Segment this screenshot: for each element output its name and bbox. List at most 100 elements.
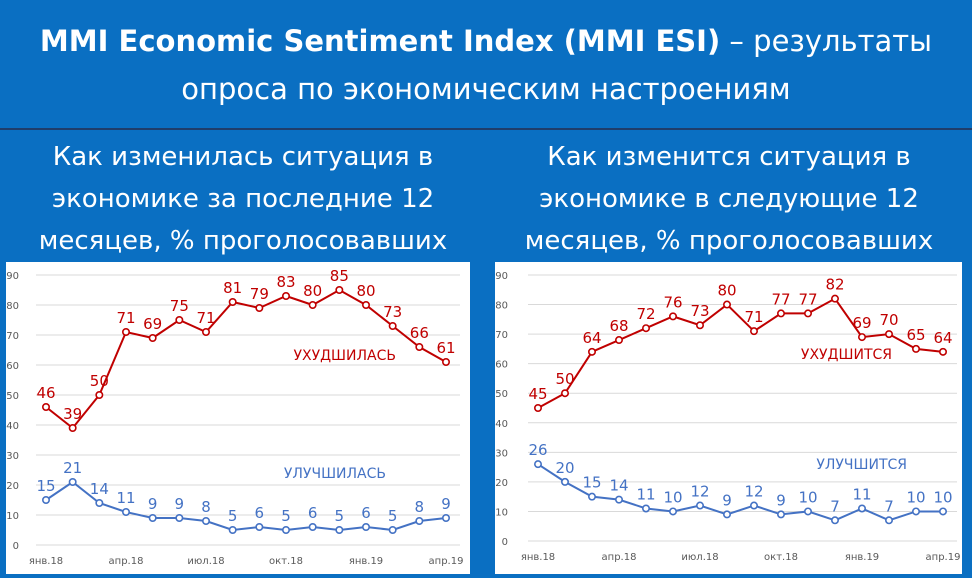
data-label: 10 bbox=[933, 488, 952, 506]
data-label: 7 bbox=[884, 497, 894, 515]
data-point bbox=[750, 327, 759, 336]
data-label: 72 bbox=[636, 305, 655, 323]
y-tick-label: 40 bbox=[6, 421, 19, 432]
data-point bbox=[533, 404, 542, 413]
data-point bbox=[228, 525, 237, 534]
data-label: 6 bbox=[308, 504, 318, 522]
data-label: 69 bbox=[852, 314, 871, 332]
data-point bbox=[415, 343, 424, 352]
data-label: 71 bbox=[196, 309, 215, 327]
y-tick-label: 80 bbox=[6, 301, 19, 312]
data-label: 77 bbox=[798, 290, 817, 308]
data-label: 11 bbox=[116, 489, 135, 507]
data-label: 14 bbox=[90, 480, 109, 498]
data-point bbox=[388, 525, 397, 534]
y-tick-label: 90 bbox=[6, 271, 19, 282]
data-point bbox=[68, 424, 77, 433]
series-name-label: УЛУЧШИТСЯ bbox=[816, 457, 907, 473]
y-tick-label: 0 bbox=[502, 537, 508, 548]
data-label: 10 bbox=[663, 488, 682, 506]
data-label: 9 bbox=[441, 495, 451, 513]
data-point bbox=[122, 328, 131, 337]
left-chart-panel: 0 10 20 30 40 50 60 70 80 90 янв.18 апр.18 июл.18 окт… bbox=[6, 262, 470, 574]
data-label: 64 bbox=[582, 329, 601, 347]
data-point bbox=[830, 294, 839, 303]
data-label: 6 bbox=[255, 504, 265, 522]
data-point bbox=[642, 504, 651, 513]
data-point bbox=[588, 347, 597, 356]
data-point bbox=[281, 525, 290, 534]
data-point bbox=[175, 315, 184, 324]
y-tick-label: 50 bbox=[495, 389, 508, 400]
y-tick-label: 30 bbox=[6, 451, 19, 462]
x-tick-label: янв.18 bbox=[521, 552, 555, 563]
data-label: 46 bbox=[36, 384, 55, 402]
data-label: 69 bbox=[143, 315, 162, 333]
left-subtitle: Как изменилась ситуация в экономике за п… bbox=[0, 136, 486, 262]
x-tick-label: окт.18 bbox=[269, 556, 303, 567]
data-label: 15 bbox=[36, 477, 55, 495]
data-label: 73 bbox=[383, 303, 402, 321]
y-tick-label: 20 bbox=[495, 478, 508, 489]
left-subtitle-line: экономике за последние 12 bbox=[51, 184, 435, 214]
data-point bbox=[308, 300, 317, 309]
x-tick-label: июл.18 bbox=[187, 556, 224, 567]
data-label: 68 bbox=[609, 317, 628, 335]
data-point bbox=[122, 508, 131, 517]
y-tick-label: 80 bbox=[495, 301, 508, 312]
data-point bbox=[776, 309, 785, 318]
data-label: 61 bbox=[436, 339, 455, 357]
data-point bbox=[361, 300, 370, 309]
data-label: 8 bbox=[201, 498, 211, 516]
data-point bbox=[95, 499, 104, 508]
series-line bbox=[537, 297, 944, 409]
y-tick-label: 40 bbox=[495, 419, 508, 430]
data-point bbox=[642, 324, 651, 333]
data-point bbox=[669, 507, 678, 516]
data-point bbox=[561, 389, 570, 398]
data-label: 76 bbox=[663, 293, 682, 311]
data-point bbox=[803, 309, 812, 318]
data-point bbox=[388, 321, 397, 330]
data-label: 65 bbox=[906, 326, 925, 344]
data-label: 82 bbox=[825, 276, 844, 294]
y-tick-label: 20 bbox=[6, 481, 19, 492]
data-label: 71 bbox=[744, 308, 763, 326]
data-point bbox=[938, 507, 947, 516]
y-tick-label: 30 bbox=[495, 448, 508, 459]
data-label: 73 bbox=[690, 302, 709, 320]
data-point bbox=[415, 517, 424, 526]
data-label: 11 bbox=[852, 485, 871, 503]
data-point bbox=[441, 358, 450, 367]
data-point bbox=[335, 525, 344, 534]
x-tick-label: янв.19 bbox=[349, 556, 383, 567]
left-subtitle-line: Как изменилась ситуация в bbox=[52, 142, 434, 172]
series-line bbox=[45, 288, 447, 430]
x-tick-label: апр.19 bbox=[926, 552, 961, 563]
data-point bbox=[884, 516, 893, 525]
data-point bbox=[335, 285, 344, 294]
data-label: 80 bbox=[356, 282, 375, 300]
data-label: 5 bbox=[388, 507, 398, 525]
y-tick-label: 70 bbox=[6, 331, 19, 342]
right-subtitle-line: экономике в следующие 12 bbox=[539, 184, 919, 214]
x-tick-label: апр.18 bbox=[109, 556, 144, 567]
right-subtitle-line: месяцев, % проголосовавших bbox=[524, 226, 934, 256]
data-point bbox=[615, 336, 624, 345]
data-label: 14 bbox=[609, 477, 628, 495]
data-point bbox=[776, 510, 785, 519]
x-tick-label: янв.18 bbox=[29, 556, 63, 567]
x-tick-label: янв.19 bbox=[845, 552, 879, 563]
data-label: 26 bbox=[528, 441, 547, 459]
data-label: 50 bbox=[555, 370, 574, 388]
x-tick-label: апр.19 bbox=[429, 556, 464, 567]
data-label: 81 bbox=[223, 279, 242, 297]
data-point bbox=[938, 347, 947, 356]
data-point bbox=[95, 391, 104, 400]
data-label: 83 bbox=[276, 273, 295, 291]
data-label: 9 bbox=[148, 495, 158, 513]
data-label: 80 bbox=[303, 282, 322, 300]
series-name-label: УХУДШИЛАСЬ bbox=[293, 348, 396, 364]
data-point bbox=[255, 303, 264, 312]
page-title: MMI Economic Sentiment Index (MMI ESI) –… bbox=[0, 22, 972, 60]
